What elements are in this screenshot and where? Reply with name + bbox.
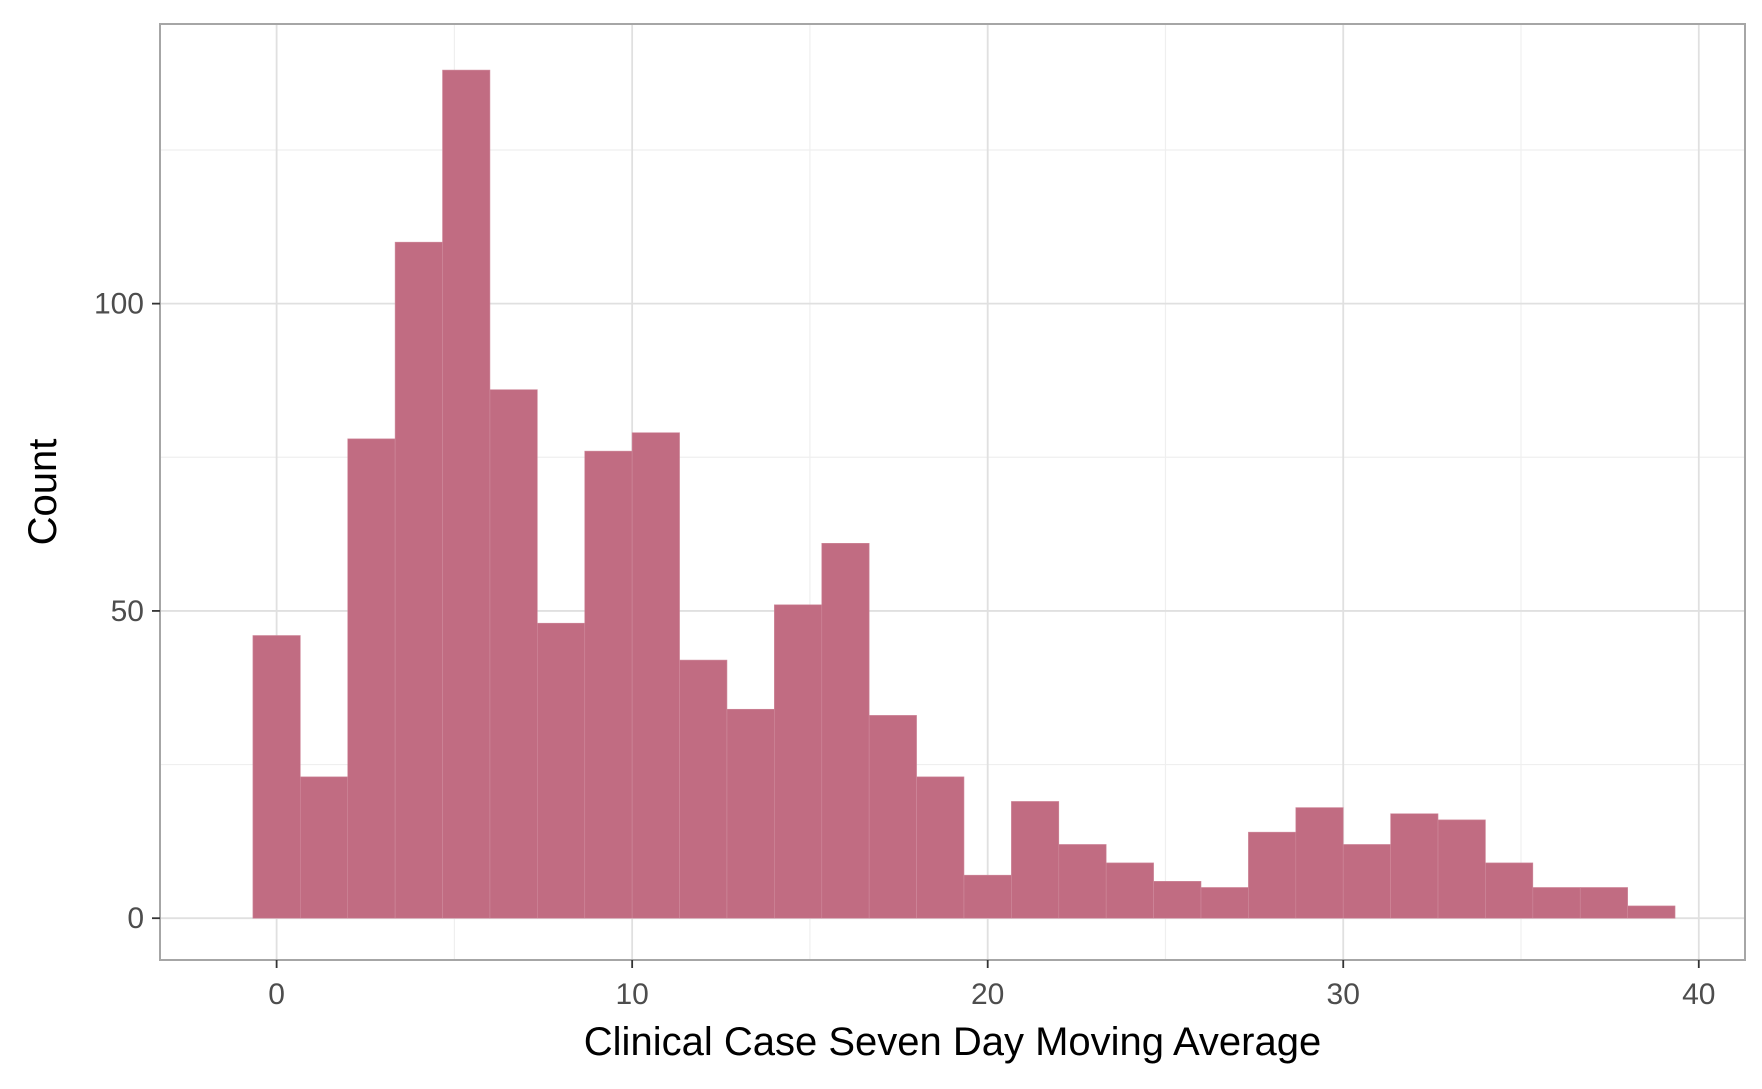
histogram-bar — [1485, 862, 1534, 919]
x-tick-label: 30 — [1327, 978, 1360, 1011]
x-tick-label: 10 — [615, 978, 648, 1011]
x-tick-label: 20 — [971, 978, 1004, 1011]
y-axis-title: Count — [21, 439, 65, 546]
x-axis-ticks: 0 10 20 30 40 — [268, 960, 1715, 1011]
histogram-bar — [394, 241, 443, 919]
histogram-bar — [1532, 887, 1581, 919]
y-tick-label: 100 — [94, 288, 144, 321]
histogram-bar — [252, 635, 301, 919]
histogram-bar — [821, 543, 870, 919]
histogram-bar — [1153, 881, 1202, 919]
histogram-bar — [584, 450, 633, 919]
histogram-bar — [537, 622, 586, 919]
histogram-bar — [1105, 862, 1154, 919]
histogram-bar — [963, 874, 1012, 919]
histogram-bar — [916, 776, 965, 919]
histogram-bar — [1200, 887, 1249, 919]
histogram-bar — [442, 69, 491, 919]
histogram-bar — [774, 604, 823, 919]
histogram-bar — [1058, 844, 1107, 919]
y-tick-label: 0 — [127, 902, 144, 935]
y-tick-label: 50 — [111, 595, 144, 628]
histogram-bar — [1627, 905, 1676, 919]
histogram-bar — [1295, 807, 1344, 919]
histogram-bar — [1579, 887, 1628, 919]
y-axis-ticks: 0 50 100 — [94, 288, 160, 935]
histogram-bar — [868, 715, 917, 919]
histogram-bars — [252, 69, 1676, 919]
panel-border — [159, 23, 1746, 961]
x-tick-label: 40 — [1682, 978, 1715, 1011]
histogram-bar — [679, 659, 728, 919]
histogram-bar — [631, 432, 680, 919]
x-axis-title: Clinical Case Seven Day Moving Average — [584, 1020, 1321, 1064]
histogram-bar — [347, 438, 396, 919]
x-tick-label: 0 — [268, 978, 285, 1011]
histogram-bar — [726, 708, 775, 919]
histogram-bar — [1342, 844, 1391, 919]
histogram-bar — [300, 776, 349, 919]
histogram-bar — [1437, 819, 1486, 919]
histogram-bar — [1248, 831, 1297, 919]
histogram-bar — [1390, 813, 1439, 919]
histogram-bar — [1011, 801, 1060, 919]
histogram-bar — [489, 389, 538, 919]
